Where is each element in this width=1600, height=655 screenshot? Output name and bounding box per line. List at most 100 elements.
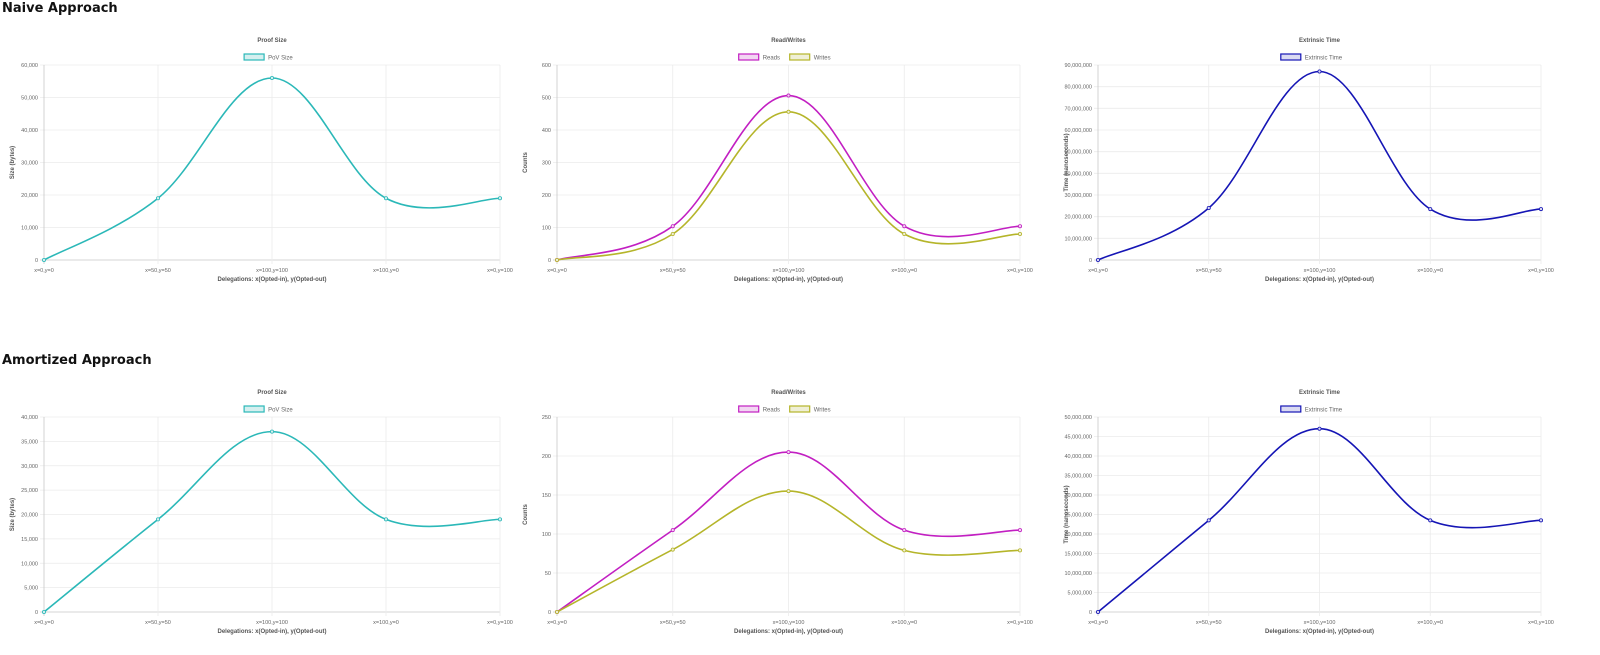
y-tick-label: 25,000 (21, 488, 38, 494)
naive-extrinsic-time-chart: Extrinsic Time Extrinsic Time 0 10,000,000 2… (1064, 38, 1554, 283)
legend-label-0: Reads (763, 56, 780, 62)
data-point-0 (1017, 528, 1022, 533)
y-tick-label: 0 (548, 610, 551, 616)
x-tick-label: x=50,y=50 (660, 620, 686, 626)
data-point-1 (902, 548, 907, 553)
legend-swatch-0 (243, 405, 265, 413)
data-point-0 (1538, 207, 1543, 212)
data-point-0 (155, 517, 160, 522)
legend-swatch-1 (789, 405, 811, 413)
y-tick-label: 100 (542, 532, 551, 538)
data-point-0 (1096, 257, 1101, 262)
legend-label-0: Extrinsic Time (1305, 408, 1343, 414)
data-point-0 (1538, 518, 1543, 523)
y-tick-label: 40,000 (21, 128, 38, 134)
x-tick-label: x=100,y=0 (373, 620, 399, 626)
y-axis-label: Size (bytes) (10, 146, 16, 179)
y-tick-label: 30,000,000 (1064, 193, 1092, 199)
x-axis-label: Delegations: x(Opted-in), y(Opted-out) (1265, 277, 1374, 283)
legend-swatch-0 (1280, 53, 1302, 61)
legend-label-1: Writes (814, 408, 831, 414)
x-tick-label: x=100,y=0 (891, 268, 917, 274)
data-point-0 (1017, 224, 1022, 229)
x-tick-label: x=50,y=50 (145, 268, 171, 274)
y-tick-label: 50 (545, 571, 551, 577)
y-tick-label: 25,000,000 (1064, 513, 1092, 519)
x-tick-label: x=0,y=100 (1528, 268, 1554, 274)
data-point-1 (786, 489, 791, 494)
y-tick-label: 40,000 (21, 415, 38, 421)
x-tick-label: x=100,y=100 (256, 620, 288, 626)
data-point-0 (670, 528, 675, 533)
legend-swatch-1 (789, 53, 811, 61)
y-tick-label: 40,000,000 (1064, 171, 1092, 177)
y-tick-label: 0 (35, 610, 38, 616)
y-tick-label: 200 (542, 454, 551, 460)
x-tick-label: x=100,y=0 (1417, 268, 1443, 274)
y-tick-label: 10,000,000 (1064, 571, 1092, 577)
y-tick-label: 150 (542, 493, 551, 499)
data-point-1 (554, 609, 559, 614)
chart-title: Extrinsic Time (1299, 390, 1341, 396)
data-point-0 (497, 517, 502, 522)
naive-read-writes-chart: Read/Writes Reads Writes 0 100 200 300 400 500 60… (523, 38, 1033, 283)
y-tick-label: 500 (542, 96, 551, 102)
y-tick-label: 15,000,000 (1064, 552, 1092, 558)
y-tick-label: 600 (542, 63, 551, 69)
x-tick-label: x=100,y=0 (1417, 620, 1443, 626)
x-tick-label: x=100,y=100 (256, 268, 288, 274)
x-tick-label: x=0,y=0 (1088, 620, 1108, 626)
chart-title: Proof Size (257, 38, 287, 44)
y-tick-label: 10,000 (21, 561, 38, 567)
x-tick-label: x=0,y=100 (1007, 268, 1033, 274)
y-axis-label: Size (bytes) (10, 498, 16, 531)
data-point-0 (902, 224, 907, 229)
x-tick-label: x=100,y=0 (891, 620, 917, 626)
chart-title: Read/Writes (771, 390, 806, 396)
x-axis-label: Delegations: x(Opted-in), y(Opted-out) (218, 629, 327, 635)
x-tick-label: x=100,y=100 (1304, 268, 1336, 274)
data-point-0 (670, 224, 675, 229)
y-tick-label: 100 (542, 226, 551, 232)
x-tick-label: x=100,y=100 (773, 620, 805, 626)
legend-label-0: Extrinsic Time (1305, 56, 1343, 62)
y-tick-label: 15,000 (21, 537, 38, 543)
x-tick-label: x=0,y=0 (547, 620, 567, 626)
x-axis-label: Delegations: x(Opted-in), y(Opted-out) (218, 277, 327, 283)
y-tick-label: 10,000,000 (1064, 236, 1092, 242)
y-tick-label: 300 (542, 161, 551, 167)
y-tick-label: 400 (542, 128, 551, 134)
y-tick-label: 200 (542, 193, 551, 199)
legend-swatch-0 (738, 53, 760, 61)
data-point-1 (670, 231, 675, 236)
data-point-1 (902, 231, 907, 236)
chart-title: Read/Writes (771, 38, 806, 44)
legend-swatch-0 (1280, 405, 1302, 413)
y-tick-label: 50,000,000 (1064, 150, 1092, 156)
data-point-0 (902, 528, 907, 533)
chart-title: Extrinsic Time (1299, 38, 1341, 44)
y-tick-label: 0 (548, 258, 551, 264)
x-axis-label: Delegations: x(Opted-in), y(Opted-out) (734, 629, 843, 635)
y-tick-label: 20,000 (21, 513, 38, 519)
x-tick-label: x=0,y=0 (34, 620, 54, 626)
y-tick-label: 60,000,000 (1064, 128, 1092, 134)
legend-label-0: Reads (763, 408, 780, 414)
x-tick-label: x=0,y=0 (547, 268, 567, 274)
legend-label-0: PoV Size (268, 56, 293, 62)
y-tick-label: 90,000,000 (1064, 63, 1092, 69)
data-point-1 (554, 257, 559, 262)
x-tick-label: x=50,y=50 (145, 620, 171, 626)
data-point-1 (1017, 231, 1022, 236)
amortized-read-writes-chart: Read/Writes Reads Writes 0 50 100 150 200 250 x=0… (523, 390, 1033, 635)
x-axis-label: Delegations: x(Opted-in), y(Opted-out) (734, 277, 843, 283)
naive-proof-size-chart: Proof Size PoV Size 0 10,000 20,000 30,000 40,… (10, 38, 513, 283)
y-tick-label: 5,000 (24, 586, 38, 592)
x-tick-label: x=100,y=100 (1304, 620, 1336, 626)
y-tick-label: 20,000,000 (1064, 532, 1092, 538)
y-axis-label: Time (nanoseconds) (1064, 485, 1070, 543)
y-tick-label: 50,000,000 (1064, 415, 1092, 421)
data-point-0 (269, 76, 274, 81)
y-tick-label: 30,000 (21, 161, 38, 167)
y-axis-label: Time (nanoseconds) (1064, 133, 1070, 191)
